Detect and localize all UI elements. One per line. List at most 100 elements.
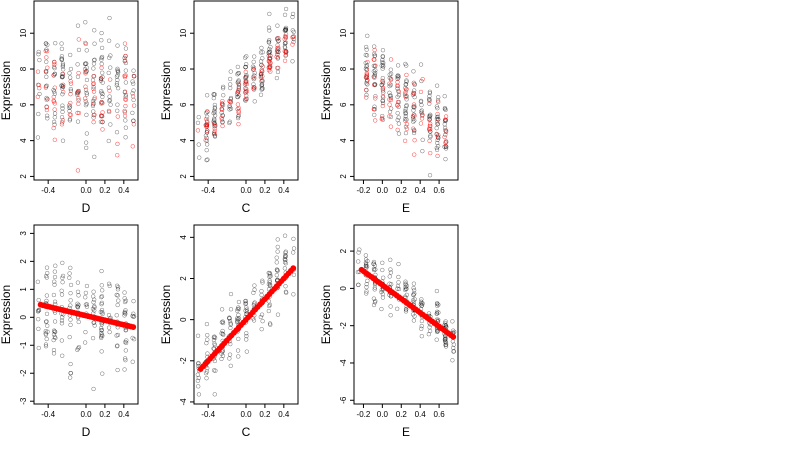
data-point [204,116,209,122]
data-point [411,281,417,286]
data-point [205,157,210,162]
data-point [364,72,369,77]
data-point [443,117,448,123]
data-point [235,72,240,77]
data-point [388,67,393,72]
data-point [403,94,408,100]
data-point [244,89,250,94]
data-point [428,150,433,156]
data-point [412,291,417,296]
data-point [53,329,58,335]
data-point [372,112,377,118]
data-point [92,308,97,313]
x-tick-label: 0.4 [415,410,427,419]
data-point [43,273,49,279]
data-point [212,392,217,397]
data-point [44,59,49,64]
data-point [76,293,81,298]
data-point [371,106,376,112]
data-point [396,274,401,280]
data-point [131,337,137,342]
data-point [36,52,41,57]
data-point [291,236,296,241]
data-point [387,274,392,279]
data-point [195,333,201,338]
data-point [235,64,240,70]
data-point [100,70,105,75]
data-point [114,81,120,86]
data-point [99,113,104,118]
data-point [283,249,288,254]
data-point [243,79,248,84]
x-tick-label: 0.4 [278,410,290,419]
data-point [130,94,136,99]
data-point [98,119,104,124]
data-point [59,122,65,127]
data-point [436,117,441,122]
panel-5: -0.4 0.0 0.2 0.4 -4 -2 0 2 4 C Expression [159,224,299,439]
data-point [211,346,216,351]
data-point [387,102,392,107]
data-point [420,137,425,142]
data-point [51,94,56,100]
data-point [205,122,210,127]
data-point [275,237,280,242]
data-point [275,312,281,317]
data-point [235,91,240,97]
data-point [52,299,58,304]
data-point [380,93,386,99]
data-point [212,108,217,113]
data-point [196,384,201,389]
data-point [395,103,400,108]
data-point [53,41,58,46]
data-point [43,48,48,54]
data-point [59,292,65,297]
data-point [114,292,119,298]
data-point [76,70,81,76]
data-point [36,49,41,55]
data-point [99,38,104,43]
data-point [244,54,249,59]
x-tick-label: 0.4 [278,186,290,195]
data-point [99,61,104,67]
data-point [84,65,89,70]
data-point [419,326,424,331]
data-point [282,254,288,260]
data-point [404,122,410,127]
data-point [395,111,400,116]
y-tick-label: -2 [19,369,28,377]
data-point [259,82,264,87]
data-point [92,112,97,117]
data-point [51,292,57,298]
data-point [44,336,49,342]
data-point [363,66,368,72]
data-point [404,63,409,68]
data-point [114,83,119,88]
data-point [60,120,65,125]
data-point [411,126,416,131]
data-point [427,116,432,122]
data-point [130,359,135,364]
data-point [443,132,448,137]
data-point [68,100,73,106]
x-tick-label: -0.4 [201,410,215,419]
data-point [204,369,210,374]
y-axis-title: Expression [0,285,13,344]
data-point [52,282,57,287]
data-point [442,94,447,99]
data-point [60,92,65,97]
data-point [131,122,136,127]
data-point [283,284,288,289]
data-point [259,71,264,76]
data-point [84,112,89,117]
data-point [45,323,50,328]
data-point [84,68,89,73]
data-point [52,60,57,65]
data-point [396,89,401,95]
data-point [228,291,234,297]
plot-frame [353,224,459,405]
x-tick-label: 0.2 [99,410,111,419]
data-point [68,265,73,271]
data-point [283,52,289,58]
data-point [115,343,120,348]
